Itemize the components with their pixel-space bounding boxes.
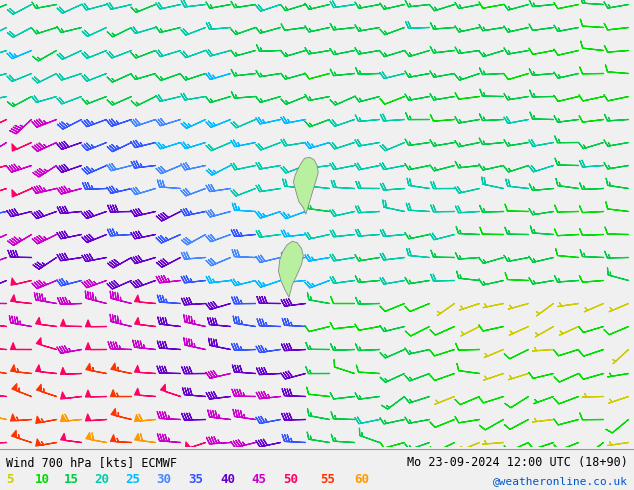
Polygon shape [294, 157, 318, 214]
Text: 20: 20 [94, 473, 109, 486]
Text: 5: 5 [6, 473, 14, 486]
Text: 60: 60 [354, 473, 369, 486]
Text: 45: 45 [252, 473, 267, 486]
Text: Wind 700 hPa [kts] ECMWF: Wind 700 hPa [kts] ECMWF [6, 456, 178, 468]
Text: 55: 55 [320, 473, 335, 486]
Text: 50: 50 [283, 473, 299, 486]
Text: 10: 10 [35, 473, 50, 486]
Text: Mo 23-09-2024 12:00 UTC (18+90): Mo 23-09-2024 12:00 UTC (18+90) [407, 456, 628, 468]
Text: 40: 40 [220, 473, 235, 486]
Polygon shape [278, 241, 303, 297]
Text: @weatheronline.co.uk: @weatheronline.co.uk [493, 476, 628, 486]
Text: 25: 25 [125, 473, 140, 486]
Text: 30: 30 [157, 473, 172, 486]
Text: 15: 15 [63, 473, 79, 486]
Text: 35: 35 [188, 473, 204, 486]
